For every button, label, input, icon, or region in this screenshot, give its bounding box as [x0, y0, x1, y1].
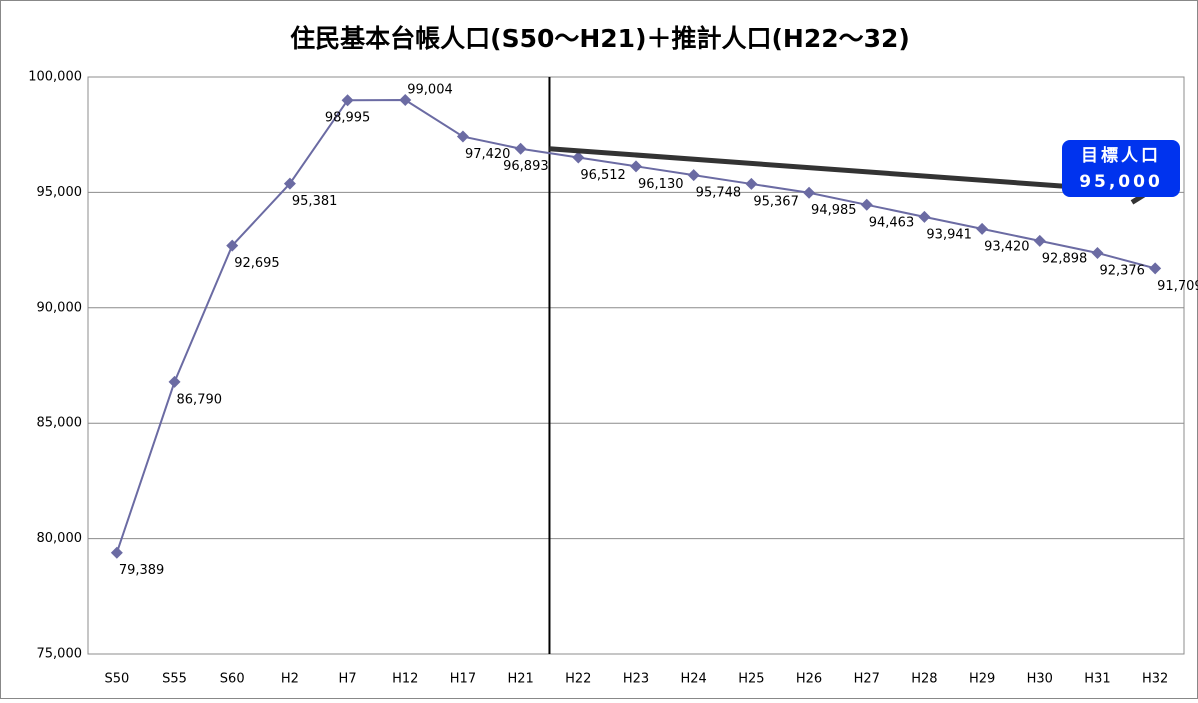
- data-label: 95,748: [696, 186, 742, 201]
- marker: [1149, 262, 1162, 275]
- data-label: 96,512: [580, 168, 626, 183]
- marker: [168, 375, 181, 388]
- x-tick-label: H7: [339, 672, 357, 687]
- x-tick-label: H30: [1027, 672, 1053, 687]
- marker: [572, 151, 585, 164]
- y-tick-label: 80,000: [37, 531, 83, 546]
- x-tick-label: H17: [450, 672, 476, 687]
- marker: [283, 177, 296, 190]
- x-tick-label: S60: [220, 672, 245, 687]
- x-tick-label: H2: [281, 672, 299, 687]
- x-tick-label: H27: [854, 672, 880, 687]
- data-label: 96,893: [503, 159, 549, 174]
- x-tick-label: S55: [162, 672, 187, 687]
- x-tick-label: H21: [507, 672, 533, 687]
- data-label: 86,790: [177, 392, 223, 407]
- marker: [803, 186, 816, 199]
- marker: [341, 94, 354, 107]
- x-tick-label: H24: [681, 672, 707, 687]
- marker: [110, 546, 123, 559]
- target-value: 95,000: [1079, 172, 1163, 192]
- y-tick-label: 95,000: [37, 185, 83, 200]
- x-tick-label: S50: [104, 672, 129, 687]
- x-tick-label: H28: [911, 672, 937, 687]
- marker: [976, 222, 989, 235]
- chart-title: 住民基本台帳人口(S50～H21)＋推計人口(H22～32): [290, 24, 910, 53]
- x-tick-label: H25: [738, 672, 764, 687]
- y-tick-label: 75,000: [37, 647, 83, 662]
- data-label: 93,941: [926, 227, 972, 242]
- data-label: 91,709: [1157, 279, 1198, 294]
- marker: [918, 210, 931, 223]
- data-label: 95,367: [753, 194, 799, 209]
- data-label: 93,420: [984, 239, 1029, 254]
- x-tick-label: H29: [969, 672, 995, 687]
- marker: [687, 169, 700, 182]
- data-label: 94,985: [811, 203, 857, 218]
- data-label: 79,389: [119, 563, 165, 578]
- y-tick-label: 85,000: [37, 416, 83, 431]
- data-label: 97,420: [465, 147, 511, 162]
- y-tick-label: 90,000: [37, 300, 83, 315]
- marker: [226, 239, 239, 252]
- data-label: 99,004: [407, 82, 453, 97]
- data-label: 95,381: [292, 194, 338, 209]
- target-box: [1062, 140, 1180, 197]
- x-tick-label: H22: [565, 672, 591, 687]
- data-label: 96,130: [638, 177, 684, 192]
- data-label: 92,898: [1042, 251, 1088, 266]
- data-label: 92,695: [234, 256, 279, 271]
- x-tick-label: H23: [623, 672, 649, 687]
- marker: [1033, 234, 1046, 247]
- marker: [630, 160, 642, 173]
- marker: [514, 142, 527, 155]
- marker: [456, 130, 469, 143]
- data-label: 94,463: [869, 215, 915, 230]
- target-label: 目標人口: [1081, 145, 1161, 166]
- marker: [745, 177, 758, 190]
- marker: [1091, 246, 1104, 259]
- data-label: 98,995: [325, 111, 371, 126]
- y-tick-label: 100,000: [28, 70, 82, 85]
- marker: [860, 198, 873, 211]
- x-tick-label: H12: [392, 672, 418, 687]
- data-label: 92,376: [1099, 263, 1145, 278]
- x-tick-label: H26: [796, 672, 822, 687]
- target-arrow: [549, 146, 1135, 194]
- x-tick-label: H31: [1084, 672, 1110, 687]
- marker: [399, 93, 412, 106]
- x-tick-label: H32: [1142, 672, 1168, 687]
